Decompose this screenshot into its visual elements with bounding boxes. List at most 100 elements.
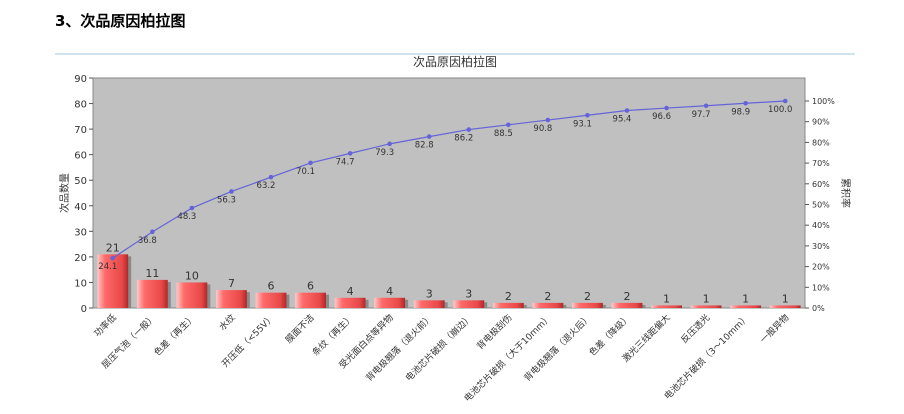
bar: [611, 302, 643, 308]
bar-value-label: 1: [663, 292, 670, 305]
cumulative-point: [268, 174, 274, 180]
section-heading: 3、次品原因柏拉图: [55, 12, 186, 30]
y2-axis-title: 累积率: [839, 178, 852, 208]
cumulative-point: [387, 141, 392, 147]
cumulative-value-label: 98.9: [731, 107, 750, 117]
bar: [730, 305, 762, 308]
y2-tick-label: 60%: [812, 180, 830, 189]
y-tick-label: 30: [74, 227, 87, 238]
x-tick-label: 背电极翘落（退火前）: [363, 312, 435, 384]
y-tick-label: 80: [74, 100, 87, 111]
bar-value-label: 3: [465, 287, 472, 300]
y-tick-label: 70: [74, 125, 87, 136]
bar-value-label: 1: [782, 292, 789, 305]
cumulative-value-label: 88.5: [494, 129, 513, 139]
cumulative-point: [506, 122, 511, 128]
y2-tick-label: 10%: [812, 283, 830, 292]
x-tick-label: 功率低: [91, 312, 119, 340]
x-tick-label: 电池芯片破损（崩边）: [403, 312, 475, 384]
bar-value-label: 4: [386, 285, 393, 298]
bar-value-label: 6: [268, 280, 275, 293]
y2-tick-label: 50%: [812, 201, 830, 210]
bar-value-label: 4: [347, 285, 354, 298]
y-axis-right: 0% 10% 20% 30% 40% 50% 60% 70% 80% 90% 100%: [805, 97, 835, 313]
bar: [453, 300, 485, 308]
y2-tick-label: 30%: [812, 242, 830, 251]
bar: [690, 305, 722, 308]
cumulative-value-label: 90.8: [533, 124, 552, 134]
bar: [492, 302, 524, 308]
x-tick-label: 反压透光: [678, 312, 712, 346]
bar-value-label: 21: [106, 241, 120, 254]
y2-tick-label: 0%: [812, 304, 825, 313]
y2-tick-label: 20%: [812, 263, 830, 272]
bar-value-label: 7: [228, 277, 235, 290]
cumulative-point: [624, 108, 630, 113]
cumulative-point: [426, 134, 432, 139]
cumulative-value-label: 63.2: [257, 181, 276, 191]
bar: [216, 290, 247, 308]
y-tick-label: 10: [74, 278, 87, 289]
cumulative-point: [347, 151, 353, 156]
bar-value-label: 1: [742, 292, 749, 305]
cumulative-line-series: [110, 98, 788, 261]
cumulative-value-label: 93.1: [573, 119, 592, 129]
x-tick-label: 色差（再生）: [151, 312, 198, 359]
bar-value-label: 2: [624, 290, 631, 303]
cumulative-line: [112, 100, 786, 259]
y-tick-label: 40: [74, 202, 87, 213]
cumulative-point: [150, 229, 155, 235]
bar-value-label: 3: [426, 287, 433, 300]
cumulative-value-label: 95.4: [613, 115, 632, 125]
cumulative-value-labels: 24.1 36.8 48.3 56.3 63.2 70.1 74.7 79.3 82.8 86.2…: [98, 105, 792, 272]
x-tick-label: 背电极翘落（退火后）: [521, 312, 593, 384]
bar: [572, 302, 603, 308]
cumulative-value-label: 96.6: [652, 112, 671, 122]
y-axis-left: 0 10 20 30 40 50 60 70 80 90: [74, 74, 93, 315]
x-tick-label: 膜面不洁: [283, 312, 317, 346]
bar: [136, 279, 168, 308]
bar: [532, 302, 564, 308]
bar-value-label: 2: [505, 290, 512, 303]
cumulative-point: [466, 127, 472, 132]
bar-value-label: 10: [185, 269, 199, 282]
y2-tick-label: 40%: [812, 221, 830, 230]
bar-value-label: 11: [145, 267, 159, 280]
cumulative-value-label: 79.3: [375, 148, 394, 158]
cumulative-value-label: 36.8: [138, 236, 157, 246]
y2-tick-label: 100%: [812, 97, 835, 106]
bar: [97, 254, 129, 308]
y-tick-label: 0: [81, 304, 87, 315]
x-tick-label: 背电极刮伤: [474, 312, 514, 352]
y2-tick-label: 80%: [812, 138, 830, 147]
pareto-chart: 次品原因柏拉图 0 10 20 30 40 50 60 70 80 90 0% 10% 20% 30% 4…: [58, 54, 852, 405]
cumulative-point: [189, 205, 195, 211]
cumulative-point: [782, 98, 788, 104]
bar-value-label: 1: [703, 292, 710, 305]
bar: [176, 282, 208, 308]
cumulative-point: [703, 103, 709, 109]
y2-tick-label: 70%: [812, 159, 830, 168]
cumulative-point: [308, 160, 313, 166]
bar: [413, 300, 445, 308]
cumulative-point: [229, 189, 234, 194]
header-divider: [55, 53, 855, 55]
y2-tick-label: 90%: [812, 118, 830, 127]
y-axis-title: 次品数量: [58, 173, 71, 213]
bar: [255, 292, 287, 308]
cumulative-point: [585, 112, 590, 118]
x-tick-label: 一般异物: [757, 312, 791, 346]
cumulative-value-label: 70.1: [296, 167, 315, 177]
cumulative-value-label: 86.2: [454, 134, 473, 144]
chart-title: 次品原因柏拉图: [413, 54, 497, 69]
cumulative-point: [545, 117, 551, 123]
bar: [295, 292, 326, 308]
cumulative-value-label: 56.3: [217, 195, 236, 205]
cumulative-point: [664, 105, 669, 111]
cumulative-point: [110, 255, 116, 261]
bar-series: [97, 254, 804, 308]
cumulative-value-label: 82.8: [415, 141, 434, 151]
bar-value-label: 2: [544, 290, 551, 303]
